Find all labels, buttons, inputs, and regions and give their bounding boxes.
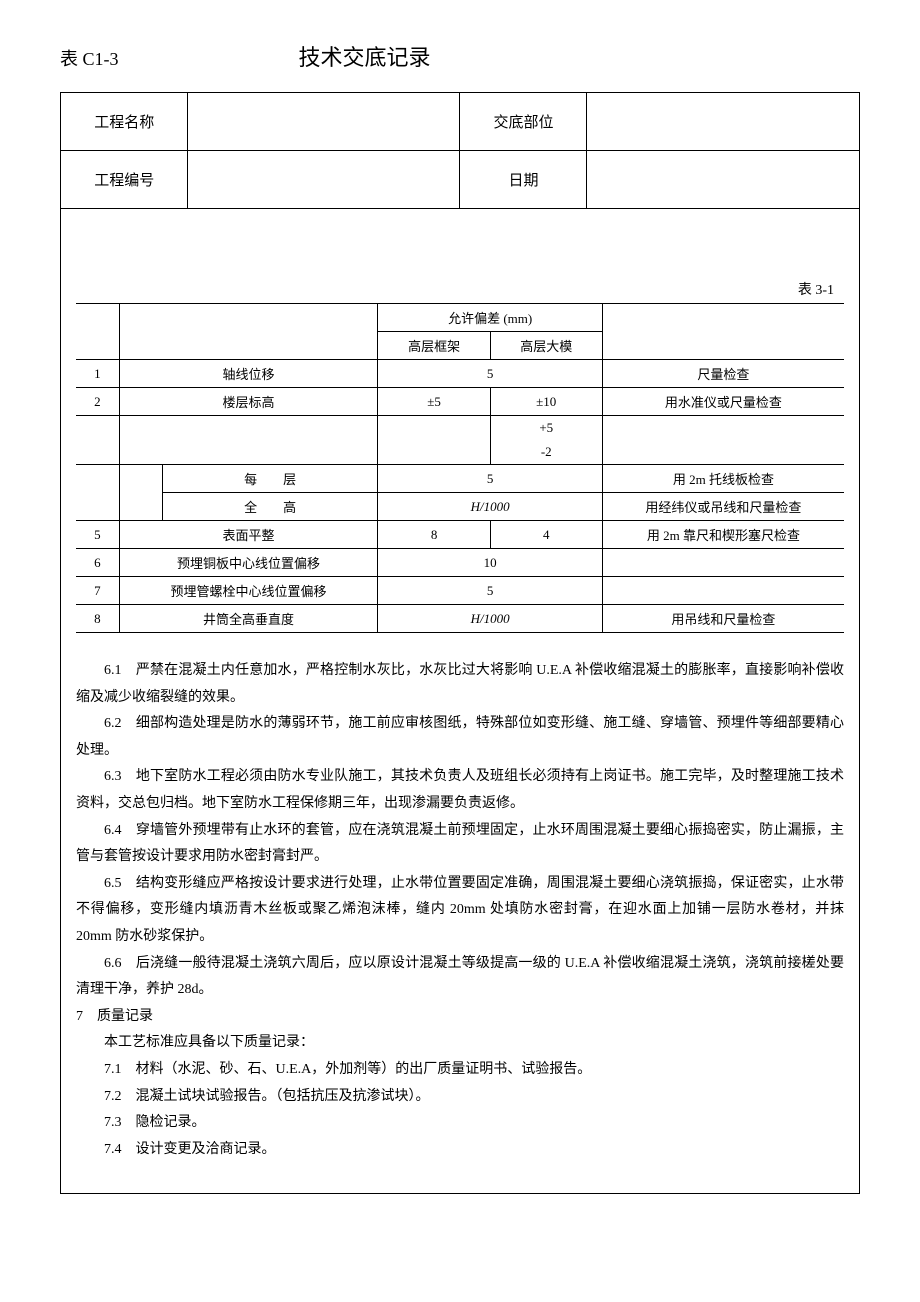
th-dev-group: 允许偏差 (mm) xyxy=(378,304,602,332)
cell-subitem: 全 高 xyxy=(162,493,378,521)
table-row: +5 xyxy=(76,416,844,441)
label-project-name: 工程名称 xyxy=(61,93,188,151)
main-container: 工程名称 交底部位 工程编号 日期 表 3-1 允许偏差 (mm) 高层框架 高… xyxy=(60,92,860,1194)
table-row: 全 高 H/1000 用经纬仪或吊线和尺量检查 xyxy=(76,493,844,521)
cell-num: 6 xyxy=(76,549,119,577)
th-num xyxy=(76,304,119,360)
value-project-no xyxy=(188,151,460,209)
th-check xyxy=(602,304,844,360)
value-project-name xyxy=(188,93,460,151)
page-title: 技术交底记录 xyxy=(299,40,431,72)
cell-subitem: 每 层 xyxy=(162,465,378,493)
cell-check xyxy=(602,416,844,465)
deviation-table: 允许偏差 (mm) 高层框架 高层大模 1 轴线位移 5 尺量检查 2 楼层标高… xyxy=(76,303,844,633)
cell-dev: 10 xyxy=(378,549,602,577)
cell-num: 2 xyxy=(76,388,119,416)
cell-dev: ±10 xyxy=(490,388,602,416)
cell-dev: 5 xyxy=(378,577,602,605)
cell-num xyxy=(76,465,119,521)
cell-num: 8 xyxy=(76,605,119,633)
cell-item xyxy=(119,416,378,465)
para-7-0: 本工艺标准应具备以下质量记录： xyxy=(76,1030,844,1057)
table-row: 8 井筒全高垂直度 H/1000 用吊线和尺量检查 xyxy=(76,605,844,633)
content-area: 表 3-1 允许偏差 (mm) 高层框架 高层大模 1 轴线位移 5 尺量检查 … xyxy=(61,209,859,1193)
para-7-2: 7.2 混凝土试块试验报告。（包括抗压及抗渗试块）。 xyxy=(76,1084,844,1111)
label-date: 日期 xyxy=(460,151,587,209)
cell-dev: +5 xyxy=(490,416,602,441)
cell-dev: H/1000 xyxy=(378,493,602,521)
para-7-4: 7.4 设计变更及洽商记录。 xyxy=(76,1137,844,1164)
para-6-2: 6.2 细部构造处理是防水的薄弱环节，施工前应审核图纸，特殊部位如变形缝、施工缝… xyxy=(76,711,844,764)
para-7-3: 7.3 隐检记录。 xyxy=(76,1110,844,1137)
inner-table-caption: 表 3-1 xyxy=(76,279,844,299)
cell-num xyxy=(76,416,119,465)
cell-check: 用吊线和尺量检查 xyxy=(602,605,844,633)
cell-num: 5 xyxy=(76,521,119,549)
cell-item: 轴线位移 xyxy=(119,360,378,388)
form-code: 表 C1-3 xyxy=(60,45,119,71)
cell-num: 7 xyxy=(76,577,119,605)
cell-item: 楼层标高 xyxy=(119,388,378,416)
cell-num: 1 xyxy=(76,360,119,388)
table-row: 6 预埋铜板中心线位置偏移 10 xyxy=(76,549,844,577)
cell-item: 预埋管螺栓中心线位置偏移 xyxy=(119,577,378,605)
cell-check xyxy=(602,549,844,577)
cell-dev: ±5 xyxy=(378,388,490,416)
cell-item: 表面平整 xyxy=(119,521,378,549)
cell-dev: H/1000 xyxy=(378,605,602,633)
section-7-heading: 7 质量记录 xyxy=(76,1004,844,1031)
cell-dev: 8 xyxy=(378,521,490,549)
cell-item: 预埋铜板中心线位置偏移 xyxy=(119,549,378,577)
cell-dev xyxy=(378,416,490,465)
th-item xyxy=(119,304,378,360)
cell-item xyxy=(119,465,162,521)
table-row: 2 楼层标高 ±5 ±10 用水准仪或尺量检查 xyxy=(76,388,844,416)
label-project-no: 工程编号 xyxy=(61,151,188,209)
para-7-1: 7.1 材料（水泥、砂、石、U.E.A，外加剂等）的出厂质量证明书、试验报告。 xyxy=(76,1057,844,1084)
th-dev1: 高层框架 xyxy=(378,332,490,360)
table-row: 1 轴线位移 5 尺量检查 xyxy=(76,360,844,388)
cell-dev: 5 xyxy=(378,465,602,493)
paragraphs: 6.1 严禁在混凝土内任意加水，严格控制水灰比，水灰比过大将影响 U.E.A 补… xyxy=(76,658,844,1163)
value-disclosure-part xyxy=(587,93,859,151)
para-6-6: 6.6 后浇缝一般待混凝土浇筑六周后，应以原设计混凝土等级提高一级的 U.E.A… xyxy=(76,951,844,1004)
value-date xyxy=(587,151,859,209)
para-6-3: 6.3 地下室防水工程必须由防水专业队施工，其技术负责人及班组长必须持有上岗证书… xyxy=(76,764,844,817)
cell-check xyxy=(602,577,844,605)
th-dev2: 高层大模 xyxy=(490,332,602,360)
cell-dev: -2 xyxy=(490,440,602,465)
cell-dev: 5 xyxy=(378,360,602,388)
cell-check: 用经纬仪或吊线和尺量检查 xyxy=(602,493,844,521)
label-disclosure-part: 交底部位 xyxy=(460,93,587,151)
para-6-5: 6.5 结构变形缝应严格按设计要求进行处理，止水带位置要固定准确，周围混凝土要细… xyxy=(76,871,844,951)
table-row: 5 表面平整 8 4 用 2m 靠尺和楔形塞尺检查 xyxy=(76,521,844,549)
info-table: 工程名称 交底部位 工程编号 日期 xyxy=(61,93,859,209)
para-6-4: 6.4 穿墙管外预埋带有止水环的套管，应在浇筑混凝土前预埋固定，止水环周围混凝土… xyxy=(76,818,844,871)
cell-check: 用水准仪或尺量检查 xyxy=(602,388,844,416)
cell-check: 用 2m 靠尺和楔形塞尺检查 xyxy=(602,521,844,549)
cell-item: 井筒全高垂直度 xyxy=(119,605,378,633)
cell-check: 用 2m 托线板检查 xyxy=(602,465,844,493)
cell-check: 尺量检查 xyxy=(602,360,844,388)
para-6-1: 6.1 严禁在混凝土内任意加水，严格控制水灰比，水灰比过大将影响 U.E.A 补… xyxy=(76,658,844,711)
table-row: 每 层 5 用 2m 托线板检查 xyxy=(76,465,844,493)
cell-dev: 4 xyxy=(490,521,602,549)
table-row: 7 预埋管螺栓中心线位置偏移 5 xyxy=(76,577,844,605)
